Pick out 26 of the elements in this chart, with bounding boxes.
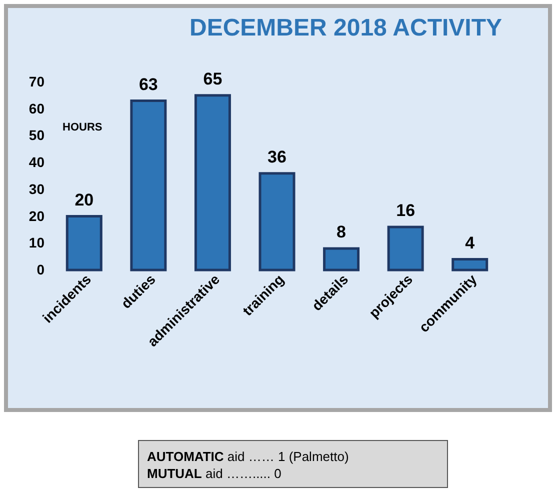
y-tick-label: 40 xyxy=(28,154,45,170)
data-label: 16 xyxy=(396,201,416,220)
data-label: 36 xyxy=(268,147,286,166)
data-label: 8 xyxy=(336,222,346,242)
bar xyxy=(66,215,102,272)
y-tick-label: 70 xyxy=(28,74,45,90)
bar xyxy=(258,172,296,272)
bar xyxy=(387,226,424,272)
bar xyxy=(452,258,488,272)
y-tick-label: 20 xyxy=(28,208,45,224)
data-label: 65 xyxy=(203,69,222,88)
y-tick-label: 50 xyxy=(28,127,45,144)
chart-title: DECEMBER 2018 ACTIVITY xyxy=(189,14,502,42)
data-label: 20 xyxy=(74,190,94,210)
y-tick-label: 0 xyxy=(36,262,45,278)
text: AUTOMATIC aid …… 1 (Palmetto) xyxy=(147,449,350,464)
bar xyxy=(194,94,231,272)
data-label: 4 xyxy=(465,233,476,252)
text: MUTUAL aid ……..... 0 xyxy=(147,466,282,481)
y-tick-label: 30 xyxy=(28,180,45,197)
bar xyxy=(323,247,360,272)
y-tick-label: 10 xyxy=(28,234,45,251)
data-label: 63 xyxy=(138,74,158,94)
y-tick-label: 60 xyxy=(28,100,45,116)
bar xyxy=(130,100,167,272)
y-axis-title: HOURS xyxy=(62,122,102,134)
